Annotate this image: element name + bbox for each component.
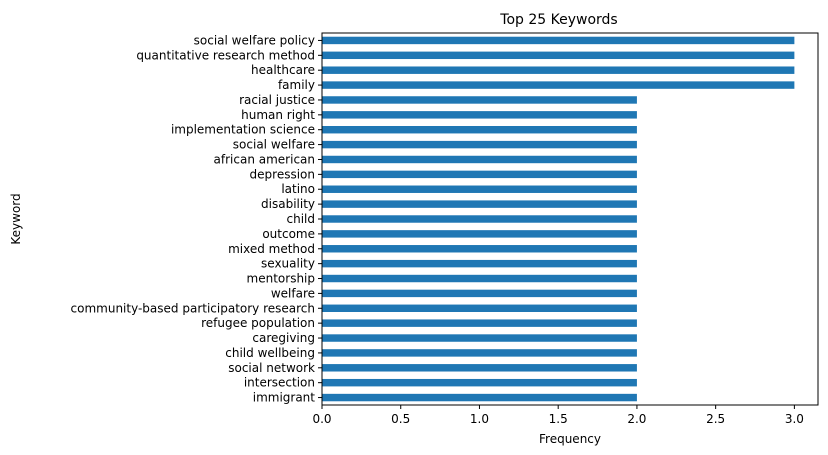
y-tick-label: racial justice <box>239 93 315 107</box>
bar-child-wellbeing <box>322 349 637 357</box>
y-tick-label: social welfare policy <box>194 33 315 47</box>
y-tick-label: outcome <box>262 227 315 241</box>
bar-community-based-participatory-research <box>322 304 637 312</box>
bar-mixed-method <box>322 245 637 253</box>
y-tick-label: social welfare <box>233 138 315 152</box>
y-tick-label: latino <box>281 182 315 196</box>
bar-outcome <box>322 230 637 238</box>
bar-sexuality <box>322 259 637 268</box>
bar-african-american <box>322 155 637 164</box>
x-axis-label: Frequency <box>539 432 601 446</box>
bars-group <box>322 36 795 402</box>
bar-healthcare <box>322 66 795 74</box>
x-axis-ticks: 0.0 0.5 1.0 1.5 2.0 2.5 3.0 <box>312 405 804 426</box>
y-tick-label: community-based participatory research <box>71 301 315 315</box>
bar-welfare <box>322 289 637 298</box>
y-tick-label: child wellbeing <box>225 346 315 360</box>
bar-racial-justice <box>322 96 637 104</box>
chart-title: Top 25 Keywords <box>499 12 617 28</box>
y-tick-label: healthcare <box>251 63 315 77</box>
y-tick-label: african american <box>214 152 315 166</box>
y-tick-label: disability <box>261 197 315 211</box>
y-tick-label: mixed method <box>228 242 315 256</box>
y-tick-label: refugee population <box>201 316 315 330</box>
bar-caregiving <box>322 334 637 342</box>
bar-refugee-population <box>322 319 637 327</box>
bar-human-right <box>322 111 637 119</box>
bar-child <box>322 215 637 223</box>
y-tick-label: family <box>278 78 315 92</box>
bar-disability <box>322 200 637 208</box>
bar-intersection <box>322 378 637 387</box>
bar-social-network <box>322 364 637 372</box>
y-tick-label: human right <box>241 108 315 122</box>
x-tick-label: 1.0 <box>470 412 489 426</box>
x-tick-label: 1.5 <box>549 412 568 426</box>
y-tick-label: intersection <box>244 376 315 390</box>
y-tick-label: depression <box>250 167 315 181</box>
bar-implementation-science <box>322 126 637 134</box>
y-tick-label: child <box>287 212 316 226</box>
y-tick-label: mentorship <box>247 272 315 286</box>
plot-frame <box>321 32 819 406</box>
bar-social-welfare-policy <box>322 36 795 45</box>
y-tick-label: social network <box>228 361 315 375</box>
y-tick-label: implementation science <box>171 123 315 137</box>
bar-family <box>322 81 795 89</box>
x-tick-label: 2.5 <box>706 412 725 426</box>
bar-immigrant <box>322 393 637 402</box>
bar-social-welfare <box>322 140 637 149</box>
bar-latino <box>322 185 637 193</box>
y-axis-label: Keyword <box>9 193 23 244</box>
y-tick-label: welfare <box>271 286 315 300</box>
bar-mentorship <box>322 274 637 283</box>
y-tick-label: quantitative research method <box>136 48 315 62</box>
y-tick-label: sexuality <box>261 257 315 271</box>
x-tick-label: 3.0 <box>785 412 804 426</box>
bar-depression <box>322 170 637 179</box>
bar-quantitative-research-method <box>322 51 795 60</box>
y-tick-label: immigrant <box>253 391 316 405</box>
x-tick-label: 0.5 <box>391 412 410 426</box>
x-tick-label: 2.0 <box>627 412 646 426</box>
x-tick-label: 0.0 <box>312 412 331 426</box>
y-tick-label: caregiving <box>252 331 315 345</box>
